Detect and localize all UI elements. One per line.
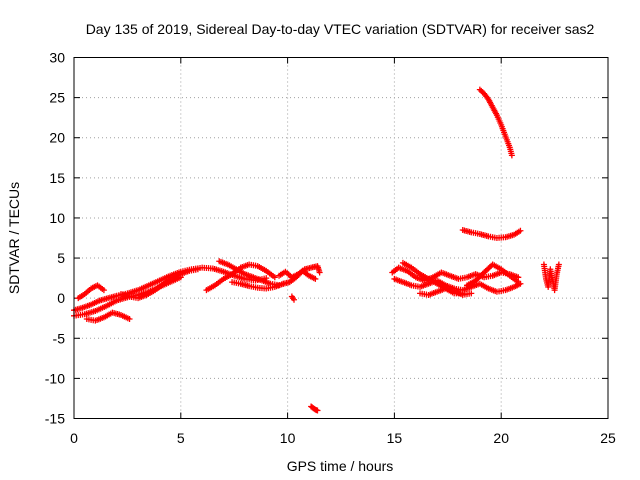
series-track-d	[75, 282, 107, 302]
series-track-e	[117, 266, 201, 302]
series-track-l	[308, 403, 321, 414]
grid-lines	[74, 57, 608, 419]
data-point-marker	[291, 296, 298, 303]
data-series	[71, 86, 562, 414]
x-tick-label: 5	[177, 430, 185, 446]
y-axis-label: SDTVAR / TECUs	[6, 182, 22, 294]
x-axis-label: GPS time / hours	[287, 458, 394, 474]
data-point-marker	[194, 266, 201, 273]
chart-title: Day 135 of 2019, Sidereal Day-to-day VTE…	[86, 21, 595, 37]
plot-frame	[73, 57, 609, 419]
data-point-marker	[517, 227, 524, 234]
x-tick-labels: 0 5 10 15 20 25	[70, 430, 616, 446]
x-tick-label: 0	[70, 430, 78, 446]
data-point-marker	[271, 274, 278, 281]
data-point-marker	[263, 275, 270, 282]
series-track-i	[276, 263, 323, 281]
x-tick-label: 20	[493, 430, 509, 446]
series-track-s	[476, 86, 515, 159]
y-tick-label: -15	[45, 411, 65, 427]
y-tick-label: 20	[49, 130, 65, 146]
y-tick-label: 5	[57, 250, 65, 266]
series-track-h	[229, 279, 287, 292]
y-tick-label: 30	[49, 50, 65, 66]
data-point-marker	[126, 316, 133, 323]
y-tick-label: -10	[45, 370, 65, 386]
y-tick-labels: -15 -10 -5 0 5 10 15 20 25 30	[45, 50, 65, 427]
data-point-marker	[100, 287, 107, 294]
y-tick-label: 25	[49, 90, 65, 106]
data-point-marker	[468, 290, 475, 297]
data-point-marker	[312, 275, 319, 282]
y-tick-label: -5	[53, 330, 66, 346]
series-track-j	[280, 267, 319, 287]
y-tick-label: 15	[49, 170, 65, 186]
y-tick-label: 10	[49, 210, 65, 226]
series-track-k	[288, 293, 298, 303]
x-tick-label: 10	[280, 430, 296, 446]
data-point-marker	[314, 407, 321, 414]
data-point-marker	[508, 152, 515, 159]
series-track-r	[459, 226, 524, 241]
series-track-c	[83, 309, 133, 324]
data-point-marker	[316, 269, 323, 276]
data-point-marker	[515, 279, 522, 286]
y-tick-label: 0	[57, 290, 65, 306]
x-tick-label: 25	[600, 430, 616, 446]
series-track-t	[540, 261, 562, 294]
series-track-q	[464, 261, 522, 289]
data-point-marker	[555, 261, 562, 268]
series-track-p	[417, 285, 475, 298]
x-tick-label: 15	[387, 430, 403, 446]
